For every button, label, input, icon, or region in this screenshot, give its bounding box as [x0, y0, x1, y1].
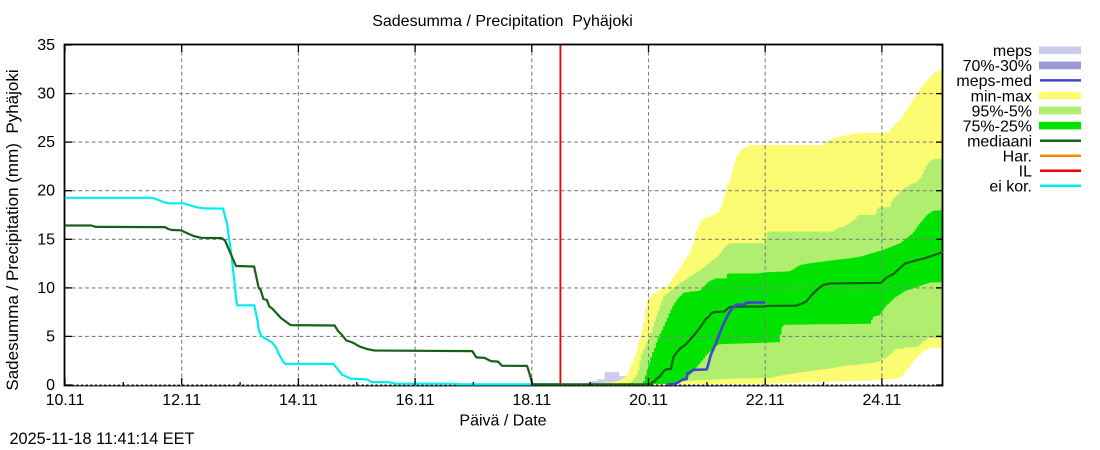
- svg-text:5: 5: [46, 328, 55, 345]
- svg-text:22.11: 22.11: [746, 392, 785, 409]
- svg-text:70%-30%: 70%-30%: [963, 58, 1032, 75]
- svg-text:14.11: 14.11: [279, 392, 318, 409]
- svg-text:35: 35: [37, 37, 55, 54]
- svg-text:12.11: 12.11: [162, 392, 201, 409]
- svg-text:30: 30: [37, 86, 55, 103]
- svg-text:0: 0: [46, 377, 55, 394]
- svg-text:18.11: 18.11: [512, 392, 551, 409]
- svg-text:20: 20: [37, 183, 55, 200]
- svg-text:Har.: Har.: [1003, 149, 1032, 166]
- svg-text:10.11: 10.11: [46, 392, 85, 409]
- svg-text:IL: IL: [1019, 164, 1032, 181]
- svg-text:10: 10: [37, 280, 55, 297]
- svg-text:2025-11-18 11:41:14 EET: 2025-11-18 11:41:14 EET: [10, 430, 195, 448]
- svg-text:Sadesumma / Precipitation (mm): Sadesumma / Precipitation (mm) Pyhäjoki: [3, 69, 22, 390]
- svg-text:ei kor.: ei kor.: [989, 179, 1032, 196]
- svg-text:25: 25: [37, 134, 55, 151]
- svg-text:meps: meps: [993, 43, 1032, 60]
- svg-text:min-max: min-max: [971, 88, 1032, 105]
- svg-text:75%-25%: 75%-25%: [963, 118, 1032, 135]
- svg-text:16.11: 16.11: [396, 392, 435, 409]
- svg-text:Sadesumma / Precipitation Pyh: Sadesumma / Precipitation Pyhäjoki: [372, 13, 633, 30]
- svg-text:meps-med: meps-med: [956, 73, 1032, 90]
- svg-text:24.11: 24.11: [862, 392, 901, 409]
- svg-text:mediaani: mediaani: [967, 134, 1032, 151]
- svg-text:20.11: 20.11: [629, 392, 668, 409]
- svg-text:Päivä / Date: Päivä / Date: [459, 413, 546, 430]
- svg-text:15: 15: [37, 231, 55, 248]
- svg-text:95%-5%: 95%-5%: [972, 103, 1032, 120]
